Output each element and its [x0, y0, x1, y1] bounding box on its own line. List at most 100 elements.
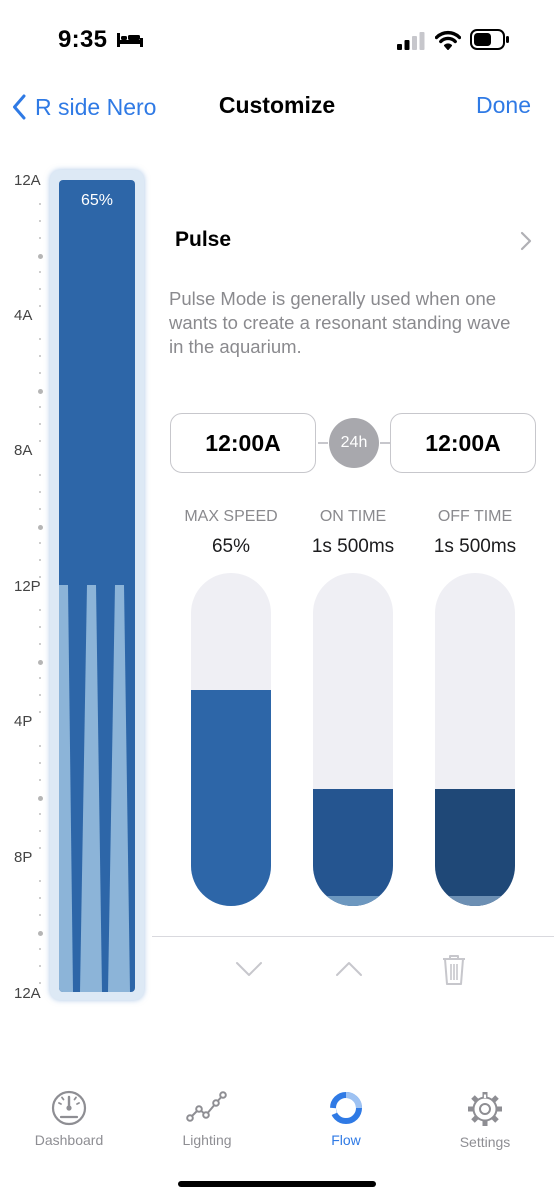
- timeline-tick: [39, 575, 41, 578]
- flow-ring-icon: [329, 1092, 362, 1124]
- timeline-tick: [39, 541, 41, 544]
- mode-selector-row[interactable]: Pulse: [175, 228, 535, 258]
- back-button[interactable]: R side Nero: [12, 92, 156, 122]
- timeline-tick: [39, 744, 41, 747]
- timeline-tick: [39, 812, 41, 815]
- timeline-tick: [39, 626, 41, 629]
- back-button-label: R side Nero: [35, 93, 157, 120]
- end-time-button[interactable]: 12:00A: [390, 413, 536, 473]
- off-time-slider[interactable]: [435, 573, 515, 906]
- timeline-tick: [39, 694, 41, 697]
- timeline-tick: [39, 372, 41, 375]
- sleep-bed-icon: [117, 33, 143, 47]
- off-time-slider-edge: [435, 896, 515, 906]
- timeline-tick: [39, 355, 41, 358]
- timeline-tick: [38, 253, 43, 259]
- timeline-tick: [39, 880, 41, 883]
- timeline-tick: [39, 778, 41, 781]
- home-indicator[interactable]: [178, 1181, 376, 1187]
- timeline-label: 12A: [14, 172, 41, 189]
- status-time: 9:35: [58, 26, 108, 53]
- mode-name: Pulse: [175, 228, 232, 251]
- on-time-slider[interactable]: [313, 573, 393, 906]
- timeline-tick: [39, 829, 41, 832]
- timeline-label: 8P: [14, 849, 33, 866]
- on-time-slider-edge: [313, 896, 393, 906]
- timeline-tick: [39, 982, 41, 985]
- timeline-label: 8A: [14, 442, 33, 459]
- timeline-tick: [39, 423, 41, 426]
- timeline-tick: [39, 897, 41, 900]
- timeline-tick: [39, 440, 41, 443]
- battery-icon: [470, 29, 509, 50]
- chevron-down-icon[interactable]: [229, 953, 269, 985]
- timeline-tick: [39, 761, 41, 764]
- line-graph-icon: [186, 1091, 227, 1122]
- timeline-tick: [39, 507, 41, 510]
- timeline-tick: [38, 931, 43, 937]
- tab-label: Lighting: [182, 1132, 232, 1148]
- on-time-slider-fill: [313, 789, 393, 906]
- chevron-left-icon: [13, 94, 26, 120]
- timeline-label: 12P: [14, 578, 41, 595]
- range-connector: [318, 442, 328, 444]
- timeline-tick: [39, 846, 41, 849]
- timeline-tick: [39, 219, 41, 222]
- max-speed-value: 65%: [211, 536, 251, 557]
- page-title: Customize: [218, 92, 336, 118]
- timeline-tick: [39, 643, 41, 646]
- mode-description: Pulse Mode is generally used when one wa…: [169, 288, 511, 357]
- tab-dashboard[interactable]: Dashboard: [14, 1090, 124, 1148]
- timeline-tick: [38, 524, 43, 530]
- tab-label: Flow: [331, 1132, 361, 1148]
- timeline-tick: [39, 270, 41, 273]
- timeline-tick: [39, 711, 41, 714]
- max-speed-slider[interactable]: [191, 573, 271, 906]
- done-button[interactable]: Done: [476, 92, 531, 118]
- timeline-label: 4P: [14, 713, 33, 730]
- start-time-button[interactable]: 12:00A: [170, 413, 316, 473]
- timeline-tick: [39, 202, 41, 205]
- gear-icon: [468, 1092, 502, 1126]
- trash-icon[interactable]: [434, 953, 474, 985]
- tab-settings[interactable]: Settings: [430, 1090, 540, 1150]
- timeline-tick: [39, 236, 41, 239]
- tab-flow[interactable]: Flow: [291, 1090, 401, 1148]
- duration-badge: 24h: [329, 418, 379, 468]
- timeline-percent-label: 65%: [80, 192, 114, 209]
- pulse-pattern-graphic: [59, 585, 130, 992]
- timeline-tick: [39, 948, 41, 951]
- timeline-tick: [39, 473, 41, 476]
- timeline-tick: [38, 660, 43, 666]
- timeline-tick: [39, 677, 41, 680]
- timeline-label: 4A: [14, 307, 33, 324]
- tab-label: Settings: [459, 1134, 511, 1150]
- wifi-icon: [435, 30, 461, 50]
- timeline-tick: [39, 406, 41, 409]
- tab-lighting[interactable]: Lighting: [152, 1090, 262, 1148]
- timeline-label: 12A: [14, 985, 41, 1002]
- range-connector: [380, 442, 390, 444]
- tab-label: Dashboard: [34, 1132, 104, 1148]
- timeline-tick: [38, 795, 43, 801]
- timeline-tick: [38, 389, 43, 395]
- timeline-tick: [39, 609, 41, 612]
- on-time-value: 1s 500ms: [311, 536, 395, 557]
- off-time-slider-fill: [435, 789, 515, 906]
- max-speed-slider-fill: [191, 689, 271, 906]
- flow-timeline[interactable]: [59, 180, 135, 992]
- off-time-label: OFF TIME: [437, 508, 513, 525]
- timeline-tick: [39, 338, 41, 341]
- timeline-tick: [39, 914, 41, 917]
- chevron-up-icon[interactable]: [329, 953, 369, 985]
- timeline-tick: [39, 558, 41, 561]
- on-time-label: ON TIME: [319, 508, 387, 525]
- divider: [152, 936, 554, 937]
- cellular-signal-icon: [397, 32, 425, 50]
- timeline-tick: [39, 965, 41, 968]
- max-speed-label: MAX SPEED: [184, 508, 278, 525]
- timeline-tick: [39, 287, 41, 290]
- timeline-tick: [39, 304, 41, 307]
- timeline-tick: [39, 490, 41, 493]
- chevron-right-icon: [520, 231, 532, 251]
